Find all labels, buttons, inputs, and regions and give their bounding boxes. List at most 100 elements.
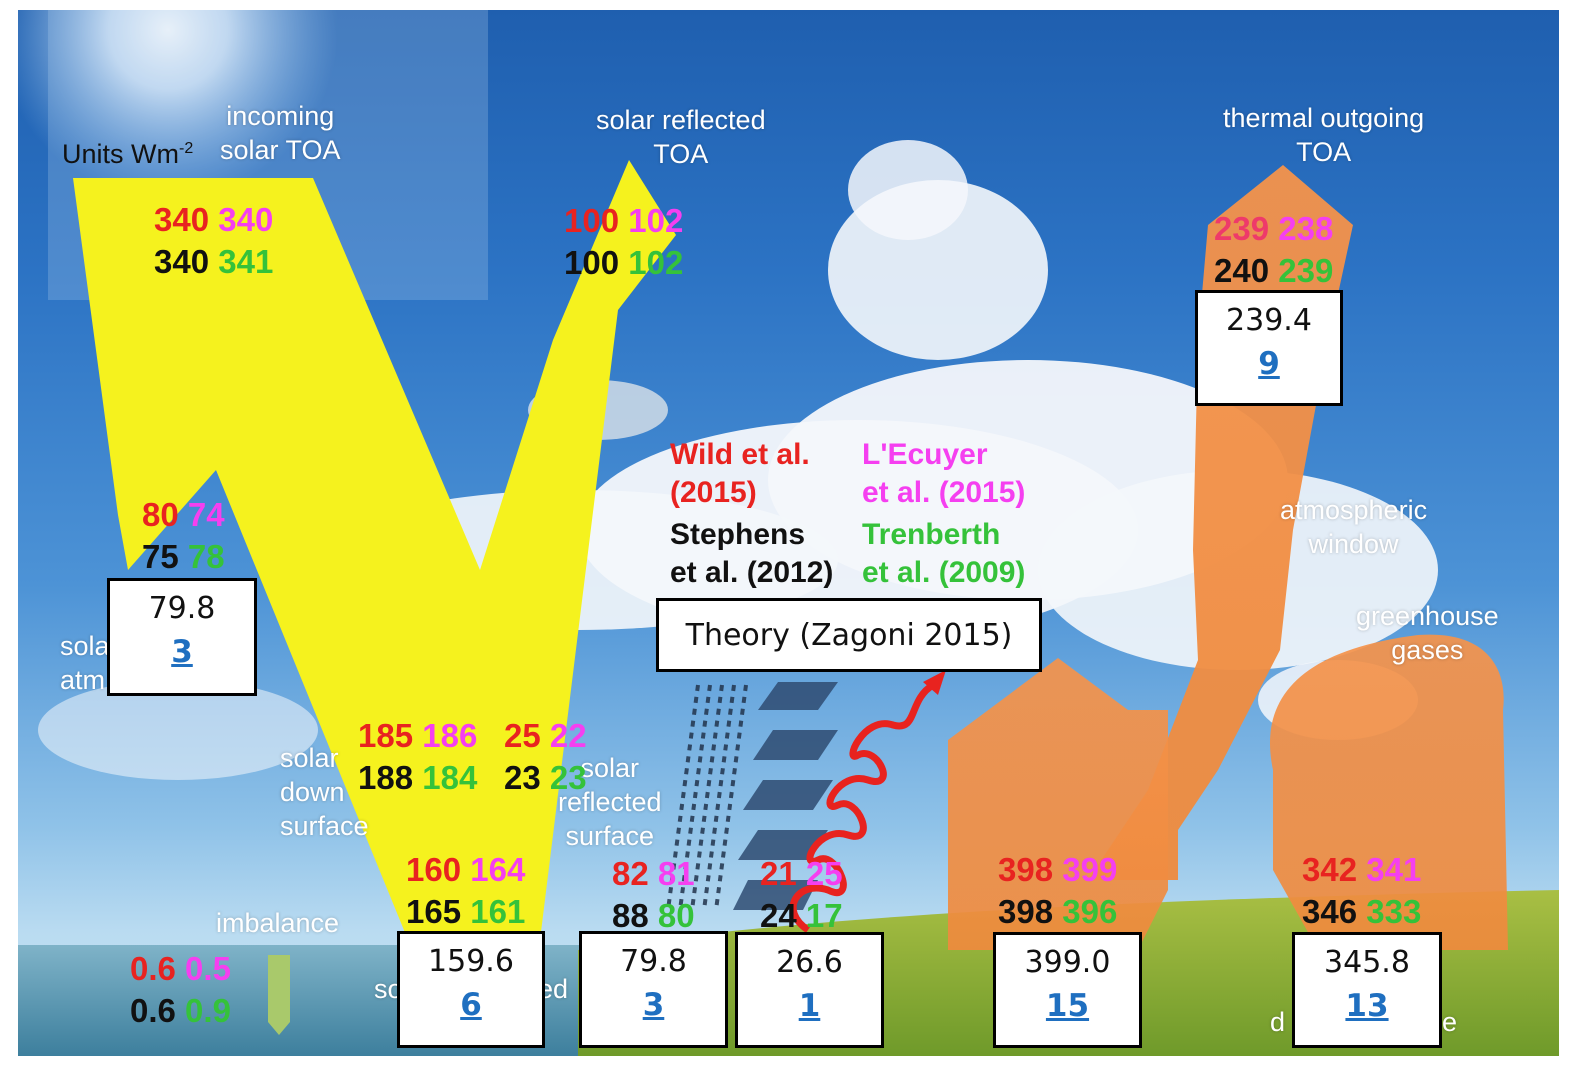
value-wild: 340: [154, 201, 210, 238]
value-stephens: 398: [998, 893, 1054, 930]
theory-value: 79.8: [148, 591, 216, 626]
theory-box-upward: 399.0 15: [993, 932, 1142, 1048]
legend-lecuyer: L'Ecuyer et al. (2015): [862, 438, 1026, 509]
value-stephens: 100: [564, 244, 620, 281]
flow-evaporation: 82 81 88 80: [612, 857, 695, 932]
value-trenberth: 341: [218, 243, 274, 280]
value-trenberth: 184: [422, 759, 478, 796]
value-trenberth: 239: [1278, 252, 1334, 289]
theory-value: 399.0: [1024, 945, 1111, 980]
theory-box-evap: 79.8 3: [579, 931, 728, 1048]
value-lecuyer: 81: [657, 855, 695, 892]
value-lecuyer: 341: [1366, 851, 1422, 888]
background-art: [18, 10, 1559, 1056]
value-trenberth: 23: [549, 759, 587, 796]
theory-value: 79.8: [620, 944, 687, 979]
value-trenberth: 161: [470, 893, 526, 930]
value-lecuyer: 22: [549, 717, 587, 754]
flow-absorbed-surface: 160 164 165 161: [406, 853, 525, 928]
value-stephens: 346: [1302, 893, 1358, 930]
flow-thermal-toa: 239 238 240 239: [1214, 212, 1333, 287]
greenhouse-gases-label: greenhouse gases: [1356, 601, 1499, 665]
value-stephens: 0.6: [130, 992, 176, 1029]
value-wild: 185: [358, 717, 414, 754]
value-trenberth: 333: [1366, 893, 1422, 930]
theory-value: 26.6: [776, 945, 843, 980]
flow-incoming: 340 340 340 341: [154, 203, 273, 278]
sensible-heat-spiral: [789, 682, 936, 933]
theory-value: 345.8: [1324, 945, 1410, 980]
solar-reflected-toa-label: solar reflected TOA: [596, 105, 766, 169]
value-lecuyer: 238: [1278, 210, 1334, 247]
theory-box-surface: 159.6 6: [397, 931, 545, 1048]
flow-solar-atm: 80 74 75 78: [142, 498, 225, 573]
theory-ref-link[interactable]: 15: [1045, 988, 1090, 1024]
value-lecuyer: 0.5: [185, 950, 231, 987]
value-wild: 239: [1214, 210, 1270, 247]
theory-ref-link[interactable]: 9: [1258, 346, 1280, 382]
bottom-label-e: e: [1442, 1007, 1458, 1037]
flow-solar-down: 185 186 188 184: [358, 719, 477, 794]
value-lecuyer: 399: [1062, 851, 1118, 888]
value-lecuyer: 164: [470, 851, 526, 888]
flow-surface-upward: 398 399 398 396: [998, 853, 1117, 928]
theory-label-box: Theory (Zagoni 2015): [656, 598, 1042, 672]
theory-value: 239.4: [1226, 303, 1312, 338]
value-lecuyer: 25: [805, 855, 843, 892]
theory-ref-link[interactable]: 13: [1345, 988, 1389, 1024]
theory-box-toa: 239.4 9: [1195, 290, 1343, 406]
value-trenberth: 102: [628, 244, 684, 281]
value-wild: 0.6: [130, 950, 176, 987]
value-wild: 398: [998, 851, 1054, 888]
thermal-outgoing-label: thermal outgoing TOA: [1223, 103, 1425, 167]
value-stephens: 188: [358, 759, 414, 796]
flow-back-radiation: 342 341 346 333: [1302, 853, 1421, 928]
legend-wild: Wild et al. (2015): [670, 438, 810, 509]
theory-label: Theory (Zagoni 2015): [685, 618, 1013, 653]
value-wild: 25: [504, 717, 541, 754]
units-label: Units Wm-2: [62, 139, 194, 169]
value-wild: 82: [612, 855, 649, 892]
value-stephens: 240: [1214, 252, 1270, 289]
value-stephens: 340: [154, 243, 210, 280]
flow-sensible: 21 25 24 17: [760, 857, 843, 932]
value-trenberth: 17: [805, 897, 843, 934]
theory-ref-link[interactable]: 3: [171, 634, 193, 670]
imbalance-label: imbalance: [216, 908, 340, 938]
theory-box-sensible: 26.6 1: [735, 932, 884, 1048]
value-wild: 342: [1302, 851, 1358, 888]
value-lecuyer: 102: [628, 202, 684, 239]
value-stephens: 165: [406, 893, 462, 930]
value-trenberth: 80: [657, 897, 695, 934]
value-stephens: 24: [760, 897, 797, 934]
flow-imbalance: 0.6 0.5 0.6 0.9: [130, 952, 231, 1027]
value-wild: 160: [406, 851, 462, 888]
flow-reflected-toa: 100 102 100 102: [564, 204, 683, 279]
value-wild: 21: [760, 855, 797, 892]
solar-down-surface-label: solar down surface: [280, 743, 369, 841]
value-stephens: 23: [504, 759, 541, 796]
value-wild: 100: [564, 202, 620, 239]
value-stephens: 88: [612, 897, 649, 934]
value-lecuyer: 340: [218, 201, 274, 238]
legend-stephens: Stephens et al. (2012): [670, 518, 834, 589]
value-lecuyer: 74: [187, 496, 225, 533]
bottom-label-d: d: [1270, 1007, 1286, 1037]
rain-streaks: [666, 684, 748, 911]
legend-trenberth: Trenberth et al. (2009): [862, 518, 1026, 589]
solar-reflected-surface-label: solar reflected surface: [558, 753, 662, 851]
value-lecuyer: 186: [422, 717, 478, 754]
theory-value: 159.6: [428, 944, 514, 979]
energy-budget-diagram: Units Wm-2 incoming solar TOA solar refl…: [18, 10, 1559, 1056]
solar-atm-label: sola atm: [60, 631, 110, 695]
theory-box-atm: 79.8 3: [107, 578, 257, 696]
value-trenberth: 0.9: [185, 992, 231, 1029]
back-radiation-arrow: [1269, 634, 1508, 950]
incoming-solar-arrow: [73, 160, 676, 940]
theory-ref-link[interactable]: 6: [460, 987, 482, 1023]
atmospheric-window-label: atmospheric window: [1280, 495, 1428, 559]
value-stephens: 75: [142, 538, 179, 575]
theory-ref-link[interactable]: 1: [798, 988, 821, 1024]
theory-ref-link[interactable]: 3: [642, 987, 665, 1023]
value-trenberth: 396: [1062, 893, 1118, 930]
